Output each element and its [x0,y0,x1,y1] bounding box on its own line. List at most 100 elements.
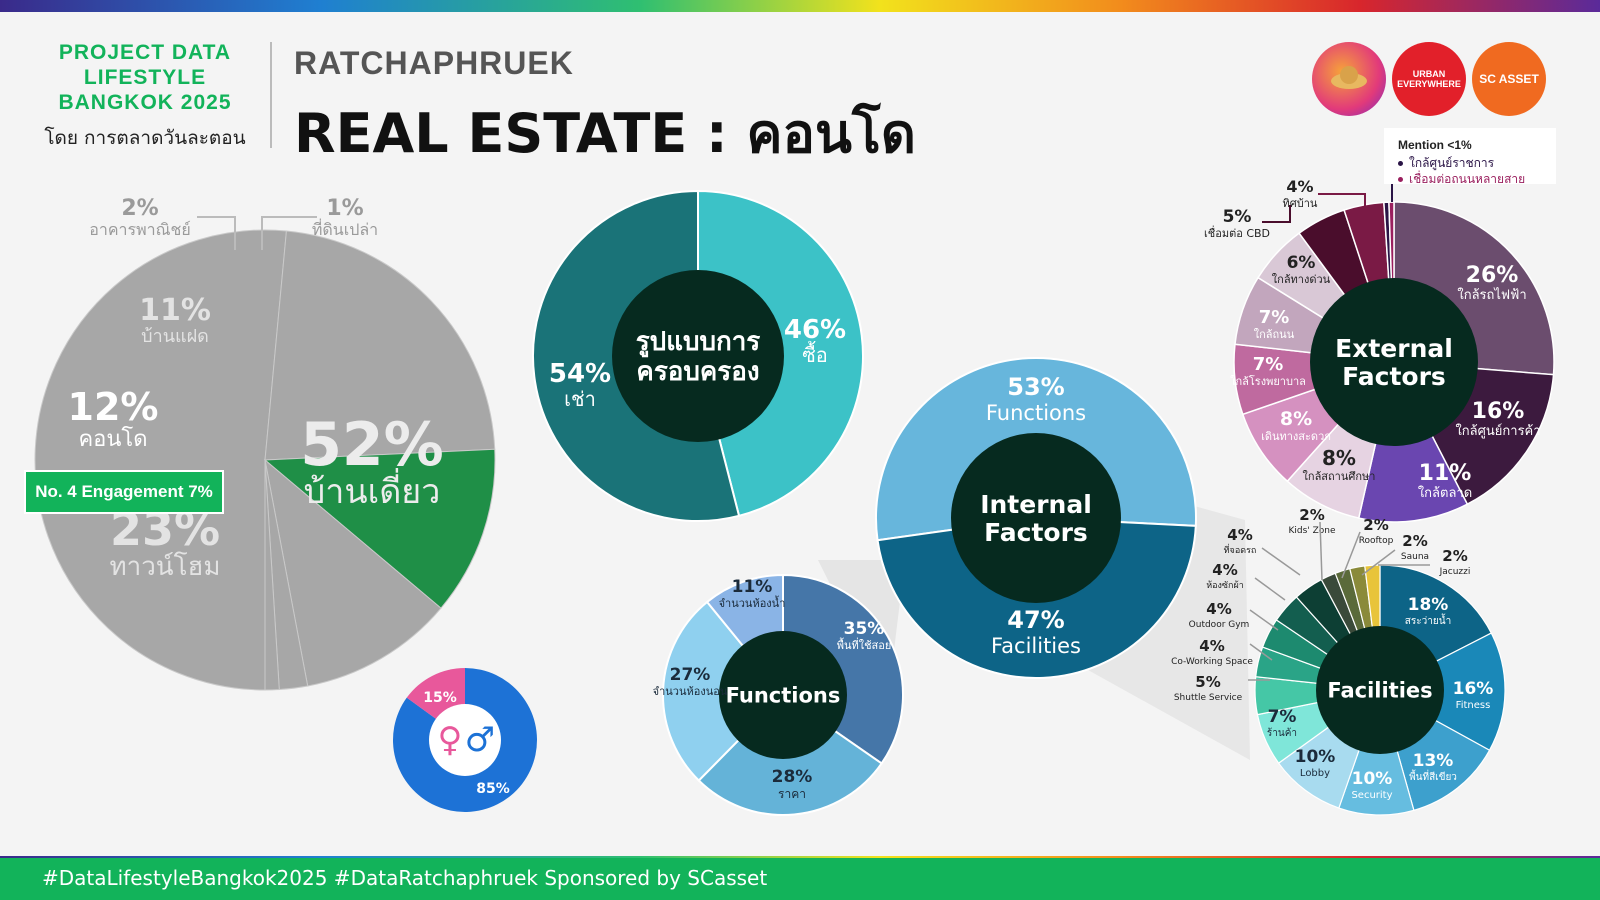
internal-factors-pie [875,357,1197,679]
page-title: REAL ESTATE : คอนโด [294,102,916,165]
brand-line-1: PROJECT DATA [58,41,232,64]
internal-factors-pct-functions: 53% [1007,373,1064,401]
mention-item-roads: เชื่อมต่อถนนหลายสาย [1398,170,1525,189]
facilities-pct-rooftop: 2% [1363,516,1388,534]
leader-line [1249,643,1273,661]
property-type-pct-item: 11% [139,293,211,328]
property-type-slice-5 [264,459,280,691]
functions-center [719,631,847,759]
leader-line [1249,609,1279,631]
external-factors-name-item: เดินทางสะดวก [1261,430,1331,443]
facilities-name-fitness: Fitness [1456,700,1491,711]
ownership-name-item: ซื้อ [802,341,828,367]
leader-line [1341,531,1361,579]
functions-name-item: จำนวนห้องนอน [653,685,728,698]
internal-factors-center-label: Internal [980,490,1092,519]
property-type-slice-3 [264,458,442,687]
urban-everywhere-logo: URBAN EVERYWHERE [1392,42,1466,116]
ownership-pct-item: 46% [784,315,846,345]
property-type-pct-item: 52% [300,410,444,480]
brand-subtitle: โดย การตลาดวันละตอน [44,127,246,149]
external-factors-pct-item: 7% [1259,307,1290,328]
facilities-name-item: พื้นที่สีเขียว [1409,769,1457,783]
lifestyle-logo [1312,42,1386,116]
leader-line [1262,205,1291,223]
gender-pct-male: 85% [476,781,510,797]
mention-legend [1384,128,1556,184]
external-factors-pct-item: 6% [1287,253,1316,273]
facilities-pct-co-working-space: 4% [1199,637,1224,655]
legend-dot-icon [1398,161,1403,166]
facilities-pct-jacuzzi: 2% [1442,547,1467,565]
mention-item-government: ใกล้ศูนย์ราชการ [1398,154,1494,173]
external-factors-center-label: Factors [1342,362,1446,391]
leader-line [197,216,236,250]
functions-name-item: ราคา [778,787,806,801]
brand-line-3: BANGKOK 2025 [58,91,232,114]
functions-name-item: จำนวนห้องน้ำ [719,595,786,610]
external-factors-name-item: ใกล้ทางด่วน [1272,273,1331,286]
scasset-logo-text: SC ASSET [1479,72,1539,86]
mention-title: Mention <1% [1398,138,1472,152]
facilities-pct-fitness: 16% [1453,679,1494,699]
facilities-name-kids-zone: Kids' Zone [1288,526,1336,536]
facilities-name-sauna: Sauna [1401,552,1429,562]
female-icon: ♀ [438,720,463,760]
brand-line-2: LIFESTYLE [83,66,207,89]
functions-pct-item: 11% [732,577,773,597]
external-factors-pct-item: 11% [1419,461,1472,486]
functions-pie [662,573,904,816]
external-factors-name-item: ใกล้ศูนย์การค้า [1455,423,1540,439]
facilities-pct-kids-zone: 2% [1299,506,1324,524]
leader-line [1261,547,1301,576]
mention-label: ใกล้ศูนย์ราชการ [1409,156,1495,170]
external-factors-slice-11 [1388,201,1395,363]
property-type-pct-item: 12% [68,385,159,429]
external-factors-pct-item: 26% [1466,263,1519,288]
mention-label: เชื่อมต่อถนนหลายสาย [1409,172,1526,186]
facilities-pie [1254,564,1506,816]
top-gradient-bar [0,0,1600,12]
external-factors-name-item: ใกล้สถานศึกษา [1303,470,1376,483]
urban-logo-text: URBAN EVERYWHERE [1397,69,1461,89]
external-factors-name-item: ใกล้ถนน [1254,328,1295,341]
hat-icon [1331,66,1367,89]
external-factors-pct-item: 4% [1286,177,1313,196]
external-factors-name-cbd: เชื่อมต่อ CBD [1204,225,1270,240]
header-divider [270,42,272,148]
facilities-pct-item: 4% [1212,561,1237,579]
male-icon: ♂ [465,720,495,760]
internal-factors-center [951,433,1121,603]
ownership-center-label: ครอบครอง [636,357,759,387]
property-type-name-item: ทาวน์โฮม [109,551,220,582]
property-type-pct-item: 2% [121,196,158,221]
facilities-name-item: ห้องซักผ้า [1206,580,1244,591]
facilities-pct-outdoor-gym: 4% [1206,600,1231,618]
gender-center [429,704,501,776]
facilities-name-co-working-space: Co-Working Space [1171,657,1253,667]
property-type-slice-2 [263,448,496,609]
external-factors-name-item: ใกล้โรงพยาบาล [1230,374,1306,388]
facilities-name-jacuzzi: Jacuzzi [1439,567,1471,577]
gender-pct-female: 15% [423,690,457,706]
property-type-name-item: อาคารพาณิชย์ [89,220,190,239]
facilities-name-item: ร้านค้า [1267,727,1297,739]
footer-gradient-line [0,856,1600,859]
leader-line [1318,193,1366,222]
facilities-center [1316,626,1444,754]
facilities-pct-shuttle-service: 5% [1195,673,1220,691]
facilities-pct-item: 13% [1413,751,1454,771]
external-factors-pct-item: 16% [1472,399,1525,424]
functions-center-label: Functions [726,683,841,707]
internal-factors-pct-facilities: 47% [1007,606,1064,634]
internal-factors-name-facilities: Facilities [991,634,1081,658]
facilities-name-security: Security [1351,790,1392,801]
external-factors-pct-item: 8% [1280,408,1312,430]
leader-line [1254,577,1286,601]
external-factors-pct-item: 8% [1322,446,1356,470]
ownership-center-label: รูปแบบการ [636,327,761,358]
property-type-name-item: คอนโด [78,426,147,452]
external-factors-pie [1233,201,1555,523]
external-factors-name-item: ใกล้ตลาด [1418,485,1472,501]
ownership-center [612,270,784,442]
